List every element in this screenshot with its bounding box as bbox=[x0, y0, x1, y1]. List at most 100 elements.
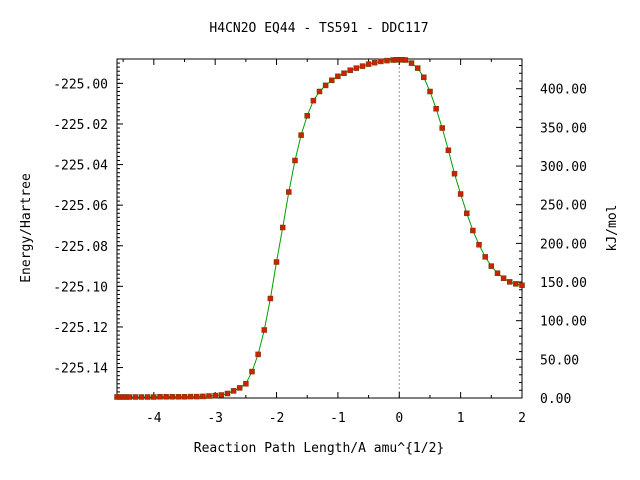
y-tick-label: -225.08 bbox=[53, 240, 108, 255]
data-point bbox=[414, 65, 421, 71]
y-tick-labels: -225.00 -225.02 -225.04 -225.06 -225.08 -225.… bbox=[53, 77, 108, 376]
data-point bbox=[427, 88, 433, 95]
data-point bbox=[457, 191, 464, 197]
y-tick-label: -225.14 bbox=[53, 362, 108, 377]
data-point bbox=[273, 259, 280, 265]
data-point bbox=[488, 263, 495, 269]
data-point bbox=[476, 241, 482, 248]
x-tick-labels: -4 -3 -2 -1 0 1 2 bbox=[146, 411, 526, 426]
data-point bbox=[194, 393, 200, 400]
data-point bbox=[224, 390, 231, 397]
y-tick-label: -225.02 bbox=[53, 118, 108, 133]
data-point bbox=[310, 97, 317, 104]
data-point bbox=[464, 210, 470, 217]
chart-title: H4CN2O EQ44 - TS591 - DDC117 bbox=[209, 21, 428, 36]
x-tick-label: -2 bbox=[269, 411, 285, 426]
data-point bbox=[206, 393, 212, 399]
data-point bbox=[200, 393, 206, 400]
y-tick-label: -225.06 bbox=[53, 199, 108, 214]
y-tick-label: -225.10 bbox=[53, 280, 108, 295]
x-tick-label: 1 bbox=[457, 411, 465, 426]
y2-tick-label: 400.00 bbox=[540, 83, 587, 98]
data-point bbox=[298, 132, 304, 138]
y2-tick-label: 350.00 bbox=[540, 121, 587, 136]
data-point bbox=[384, 57, 390, 64]
data-point bbox=[151, 394, 157, 400]
data-point bbox=[144, 394, 151, 400]
y2-tick-label: 50.00 bbox=[540, 353, 579, 368]
data-point bbox=[322, 82, 329, 89]
data-point bbox=[181, 394, 188, 400]
data-point bbox=[402, 57, 409, 63]
data-point bbox=[371, 59, 378, 66]
data-point bbox=[292, 157, 298, 164]
data-point bbox=[408, 60, 415, 66]
data-point-layer bbox=[114, 57, 525, 400]
data-point bbox=[347, 67, 353, 73]
data-point bbox=[187, 393, 194, 400]
data-point bbox=[243, 381, 249, 387]
data-point bbox=[494, 270, 501, 276]
series-line-layer bbox=[117, 59, 523, 398]
data-point bbox=[230, 388, 237, 394]
data-point bbox=[132, 394, 139, 400]
data-point bbox=[439, 125, 445, 131]
plot-frame bbox=[116, 58, 523, 399]
data-point bbox=[157, 394, 163, 400]
data-point bbox=[341, 70, 347, 76]
data-point bbox=[470, 227, 476, 234]
data-point bbox=[433, 105, 439, 112]
y-axis-label: Energy/Hartree bbox=[19, 173, 34, 283]
axis-ticks bbox=[117, 59, 523, 399]
data-point bbox=[175, 394, 182, 400]
data-point bbox=[445, 147, 452, 154]
data-point bbox=[316, 88, 323, 95]
data-point bbox=[212, 392, 218, 399]
data-point bbox=[353, 65, 360, 71]
data-point bbox=[261, 327, 268, 333]
data-point bbox=[421, 74, 427, 81]
x-tick-label: -4 bbox=[146, 411, 162, 426]
data-point bbox=[169, 394, 175, 400]
data-point bbox=[513, 281, 519, 287]
data-point bbox=[359, 63, 366, 69]
data-point bbox=[163, 394, 169, 400]
data-point bbox=[451, 170, 458, 177]
data-point bbox=[279, 224, 286, 231]
y-tick-label: -225.04 bbox=[53, 159, 108, 174]
x-tick-label: 2 bbox=[518, 411, 526, 426]
y2-tick-label: 250.00 bbox=[540, 199, 587, 214]
data-point bbox=[519, 282, 525, 289]
y2-tick-label: 0.00 bbox=[540, 392, 571, 407]
data-point bbox=[304, 113, 310, 119]
data-point bbox=[286, 189, 292, 195]
x-axis-label: Reaction Path Length/A amu^{1/2} bbox=[194, 441, 444, 456]
data-point bbox=[335, 73, 341, 80]
y2-tick-label: 300.00 bbox=[540, 160, 587, 175]
x-tick-label: -1 bbox=[330, 411, 346, 426]
x-tick-label: 0 bbox=[395, 411, 403, 426]
data-point bbox=[365, 61, 372, 67]
y2-tick-label: 100.00 bbox=[540, 315, 587, 330]
data-point bbox=[126, 394, 133, 400]
data-point bbox=[249, 368, 255, 375]
y-tick-label: -225.12 bbox=[53, 321, 108, 336]
data-point bbox=[236, 385, 243, 391]
y2-tick-label: 200.00 bbox=[540, 237, 587, 252]
y2-axis-label: kJ/mol bbox=[605, 205, 620, 252]
data-point bbox=[138, 394, 145, 400]
data-point bbox=[267, 295, 274, 302]
data-point bbox=[506, 279, 513, 285]
data-point bbox=[329, 77, 335, 84]
y2-tick-labels: 0.00 50.00 100.00 150.00 200.00 250.00 300.00 3… bbox=[540, 83, 587, 407]
y-tick-label: -225.00 bbox=[53, 77, 108, 92]
data-point bbox=[218, 392, 225, 398]
data-point bbox=[378, 58, 384, 65]
y2-tick-label: 150.00 bbox=[540, 276, 587, 291]
data-point bbox=[255, 351, 261, 358]
data-point bbox=[482, 254, 488, 260]
energy-curve bbox=[117, 59, 523, 398]
x-tick-label: -3 bbox=[207, 411, 223, 426]
data-point bbox=[500, 275, 507, 281]
